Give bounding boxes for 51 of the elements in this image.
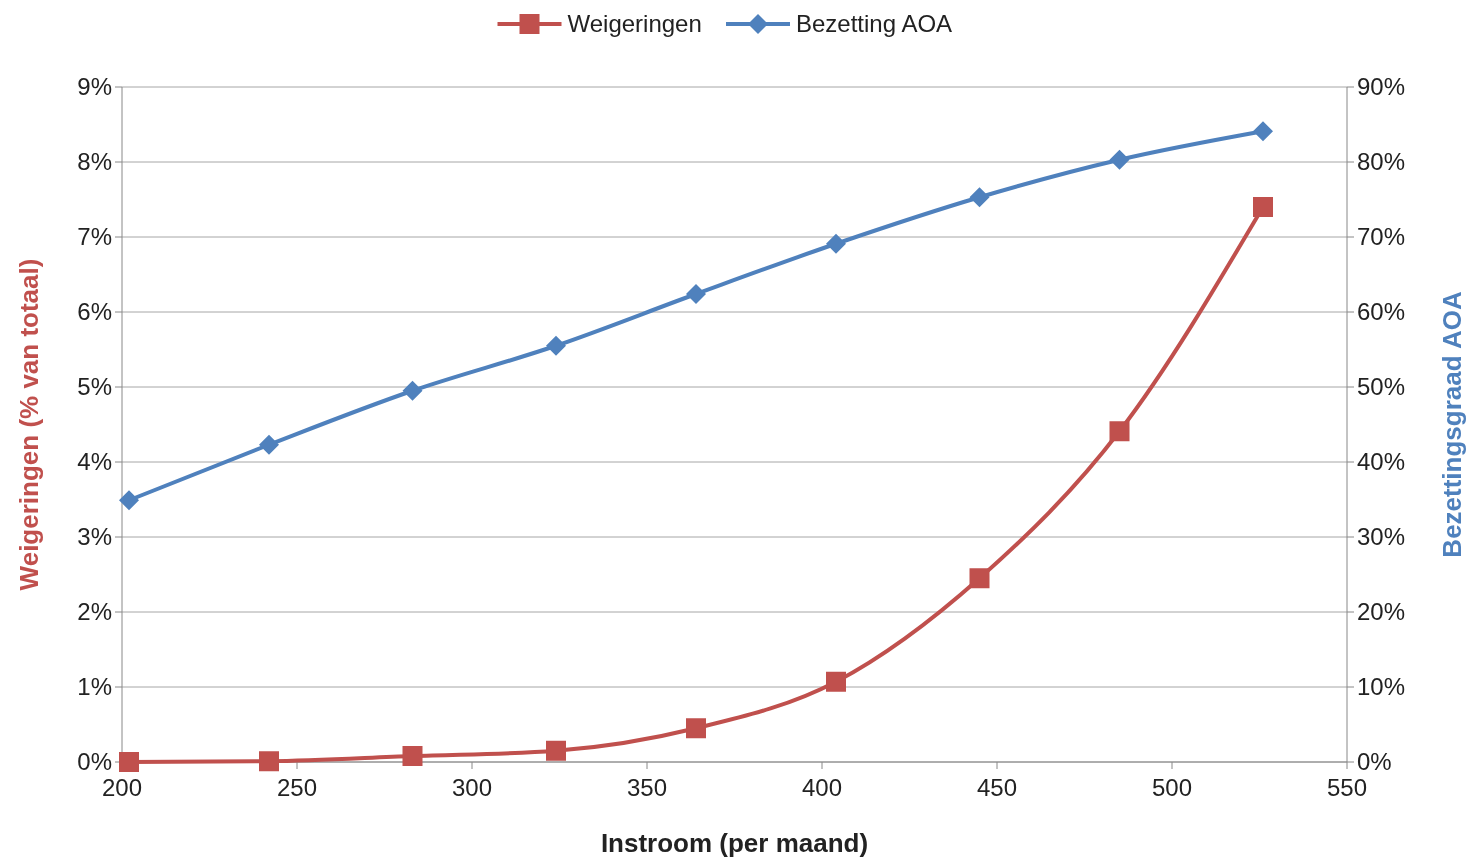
point <box>1109 149 1130 170</box>
point <box>119 490 139 511</box>
y-tick-label: 1% <box>77 673 112 701</box>
x-tick-label: 300 <box>451 774 493 801</box>
point <box>402 746 423 766</box>
y-tick-label: 5% <box>77 373 112 401</box>
y2-tick-label: 40% <box>1357 448 1406 476</box>
y2-tick-label: 80% <box>1357 148 1406 176</box>
y2-tick-label: 30% <box>1357 523 1406 551</box>
y2-tick-label: 60% <box>1357 298 1406 326</box>
y-tick-label: 4% <box>77 448 112 476</box>
point <box>969 568 990 589</box>
x-tick-label: 350 <box>626 774 668 801</box>
y2-tick-label: 10% <box>1357 673 1406 701</box>
y-tick-label: 3% <box>77 523 112 551</box>
point <box>826 233 846 254</box>
y2-tick-label: 20% <box>1357 598 1406 626</box>
x-axis-title: Instroom (per maand) <box>600 828 869 858</box>
point <box>402 380 423 401</box>
point <box>546 335 566 356</box>
y2-tick-label: 50% <box>1357 373 1406 401</box>
y-tick-label: 6% <box>77 298 112 326</box>
x-tick-label: 550 <box>1326 774 1368 801</box>
point <box>1253 121 1273 142</box>
x-tick-label: 400 <box>801 774 843 801</box>
y-tick-label: 7% <box>77 223 112 251</box>
y-axis-title: Weigeringen (% van totaal) <box>14 258 44 591</box>
point <box>826 671 846 692</box>
point <box>686 284 706 304</box>
y-tick-label: 8% <box>77 148 112 176</box>
legend-label: Weigeringen <box>567 10 702 38</box>
x-tick-label: 500 <box>1151 774 1193 801</box>
point <box>969 187 990 208</box>
x-tick-label: 250 <box>276 774 318 801</box>
point <box>546 740 566 761</box>
y2-tick-label: 0% <box>1357 748 1392 776</box>
y-tick-label: 2% <box>77 598 112 626</box>
y2-tick-label: 70% <box>1357 223 1406 251</box>
point <box>259 434 279 455</box>
point <box>686 718 706 739</box>
y2-axis-title: Bezettingsgraad AOA <box>1437 291 1467 558</box>
point <box>1109 421 1130 442</box>
y-tick-label: 0% <box>77 748 112 776</box>
point <box>259 751 279 772</box>
y2-tick-label: 90% <box>1357 73 1406 101</box>
point <box>1253 197 1273 217</box>
point <box>119 752 139 772</box>
y-tick-label: 9% <box>77 73 112 101</box>
legend-label: Bezetting AOA <box>796 10 953 38</box>
x-tick-label: 200 <box>101 774 143 801</box>
x-tick-label: 450 <box>976 774 1018 801</box>
